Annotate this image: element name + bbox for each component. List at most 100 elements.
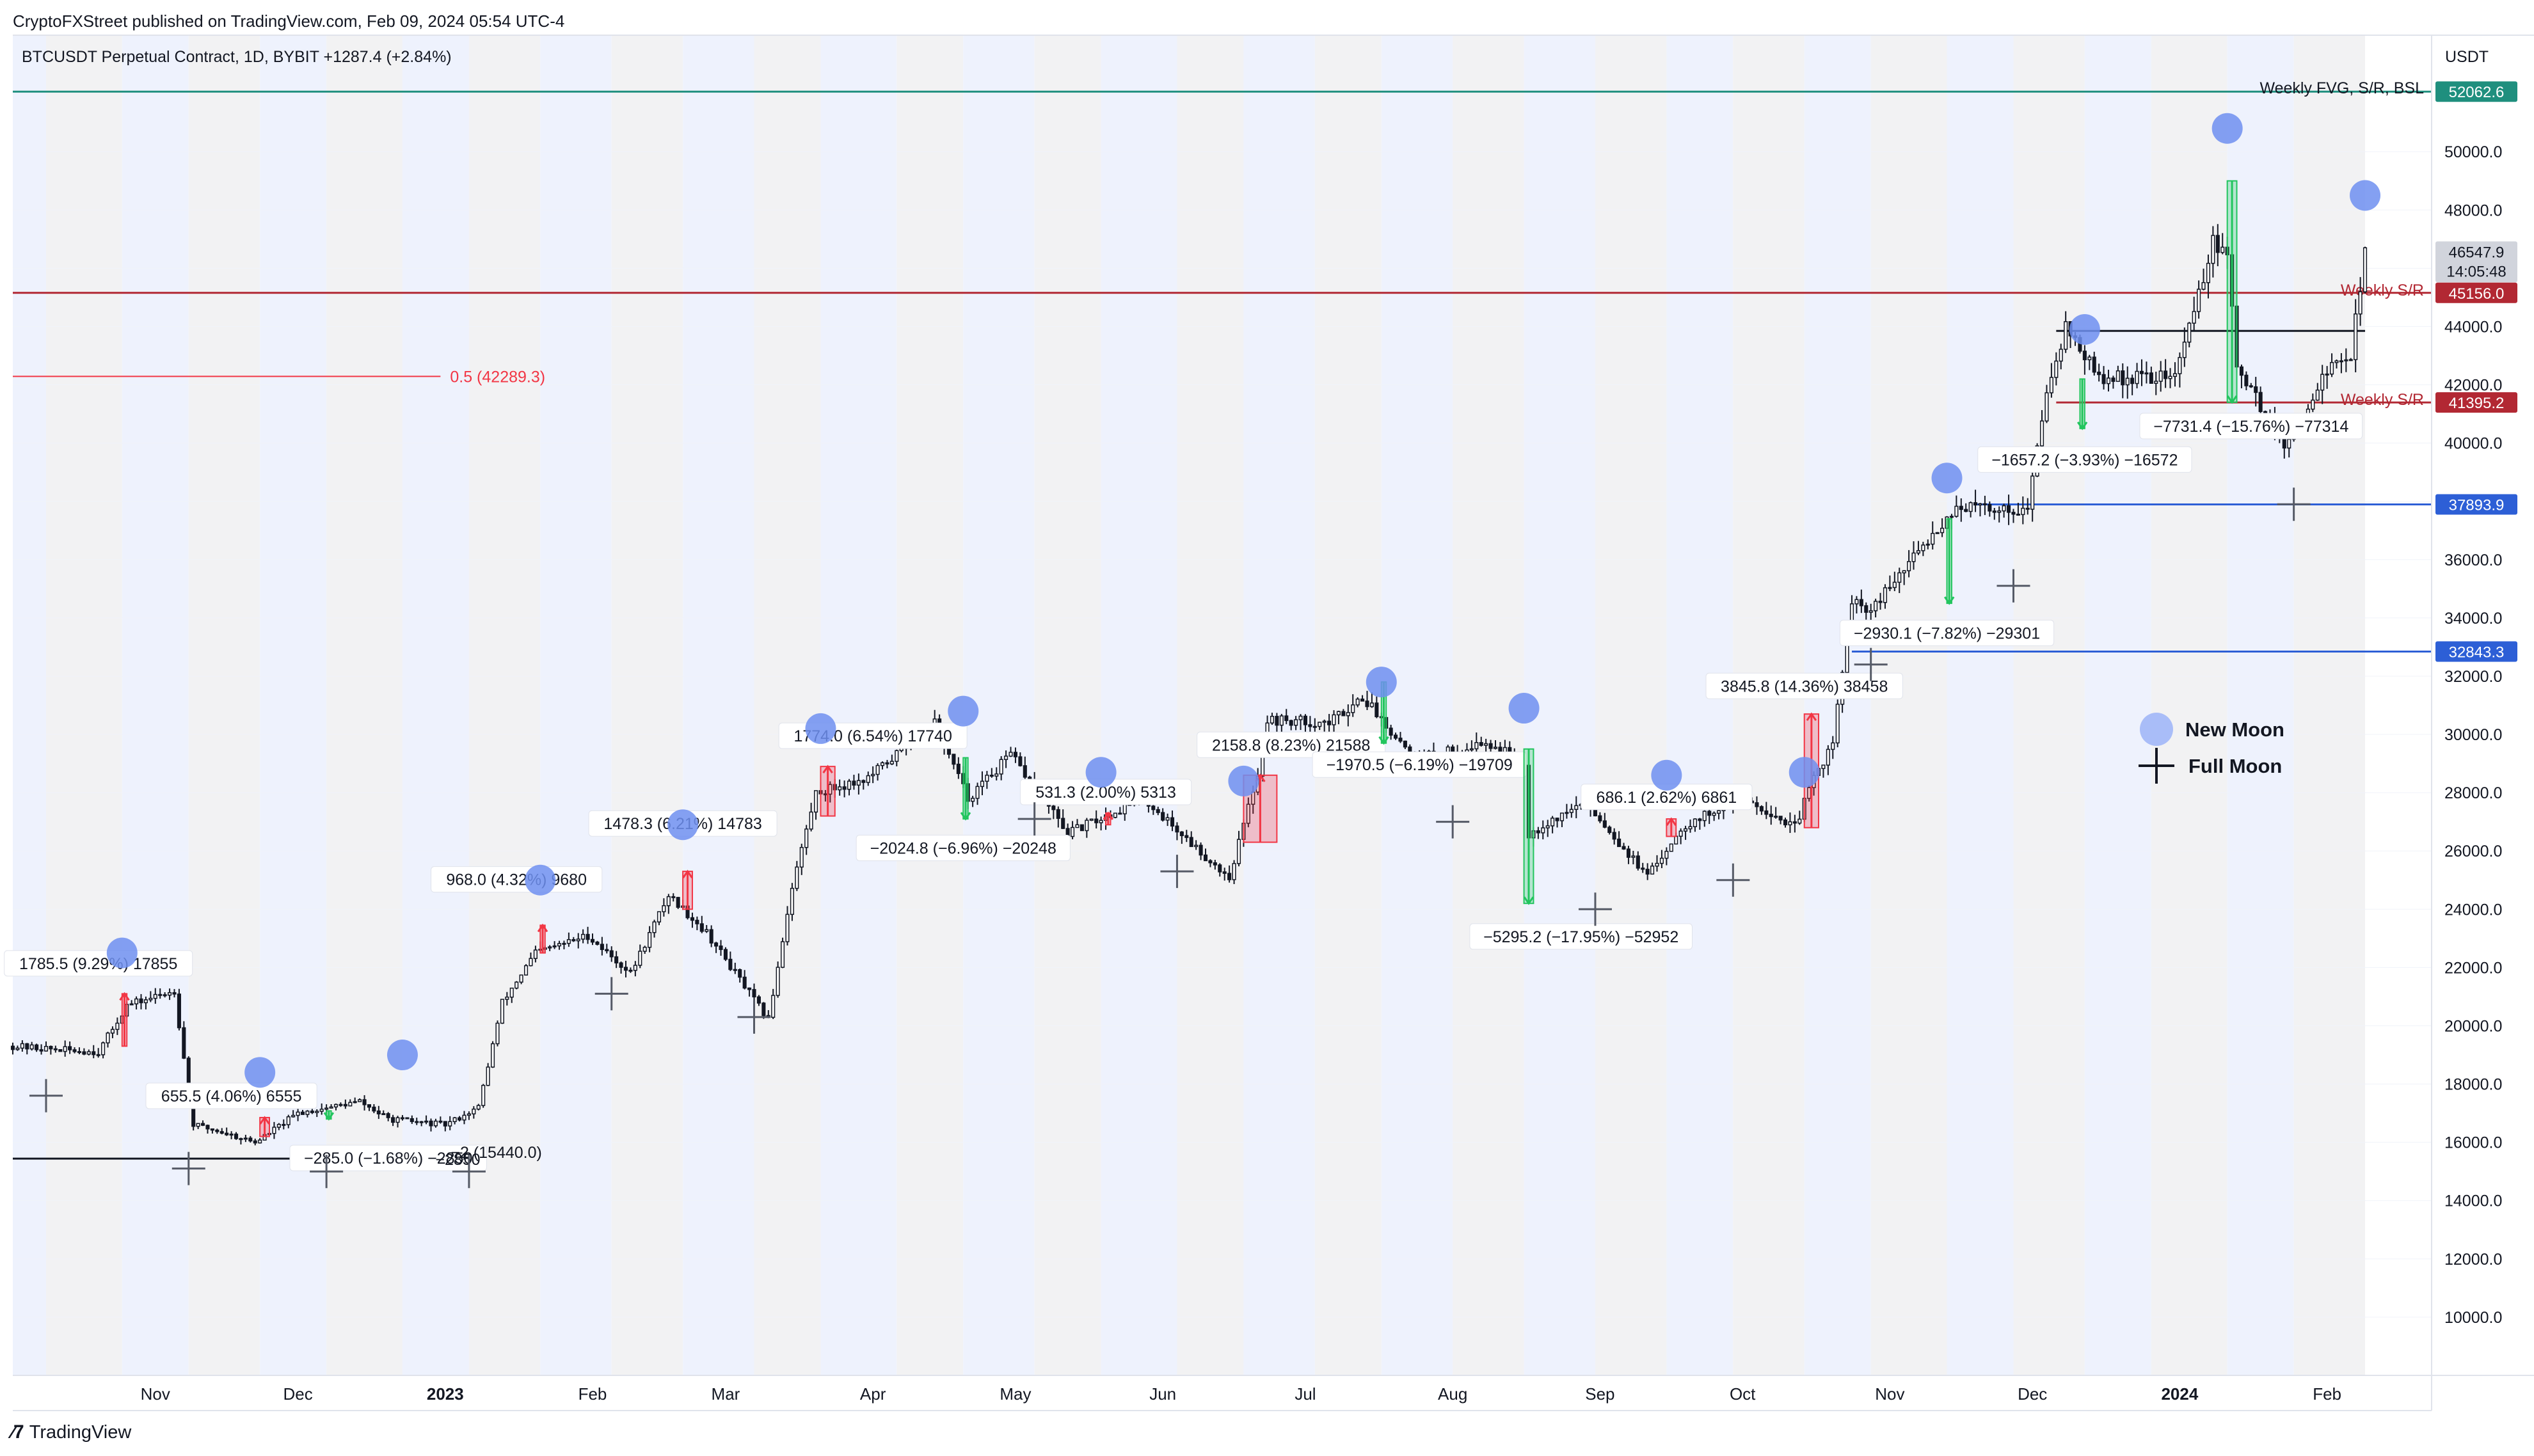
time-axis[interactable]: Nov Dec 2023 Feb Mar Apr May Jun Jul Aug Sep Oct Nov… (141, 1384, 2341, 1404)
candle-body (44, 1045, 49, 1052)
candle-body (809, 811, 813, 830)
candle-body (2116, 370, 2120, 382)
move-arrowhead (1378, 736, 1389, 745)
moon-phase-band (1947, 35, 2014, 1375)
candle-body (219, 1131, 224, 1134)
candle-body (529, 958, 533, 967)
candle-body (324, 1107, 329, 1110)
new-moon-legend-label: New Moon (2185, 718, 2284, 741)
candle-body (243, 1137, 248, 1140)
x-tick-label: Nov (1875, 1384, 1904, 1404)
candle-body (438, 1120, 443, 1123)
candle-body (514, 981, 519, 989)
moon-phase-band (1666, 35, 1733, 1375)
y-tick-label: 10000.0 (2444, 1309, 2502, 1327)
price-axis[interactable]: 10000.0 12000.0 14000.0 16000.0 18000.0 20000… (2444, 143, 2502, 1327)
candle-body (1403, 740, 1407, 748)
candle-body (1541, 827, 1545, 834)
candle-body (1678, 830, 1683, 837)
move-arrowhead (323, 1112, 335, 1121)
annotation-fragment: −2850 (435, 1151, 480, 1169)
candle-body (172, 992, 177, 995)
candle-body (1864, 605, 1869, 613)
new-moon-marker (1931, 463, 1963, 494)
y-tick-label: 32000.0 (2444, 668, 2502, 686)
candle-body (315, 1111, 319, 1113)
candle-body (2258, 392, 2263, 413)
candle-body (2311, 399, 2315, 410)
candle-body (481, 1084, 486, 1106)
moon-phase-band (2293, 35, 2366, 1375)
candle-body (1698, 818, 1702, 821)
candle-body (1631, 855, 1636, 858)
x-tick-label: Dec (2018, 1384, 2047, 1404)
candle-body (2002, 505, 2006, 512)
candle-body (2192, 311, 2196, 324)
candle-body (1303, 715, 1308, 725)
full-moon-marker (452, 1155, 486, 1189)
candle-body (419, 1121, 424, 1123)
candle-body (1826, 748, 1830, 766)
move-label: −7731.4 (−15.76%) −77314 (2153, 418, 2348, 436)
candle-body (1493, 747, 1498, 749)
candle-body (609, 950, 614, 958)
y-tick-label: 28000.0 (2444, 784, 2502, 802)
candle-body (1351, 704, 1355, 713)
candle-body (1883, 587, 1888, 603)
new-moon-marker (1085, 757, 1117, 788)
candle-body (738, 969, 742, 978)
tradingview-logo[interactable]: ⁄7 TradingView (12, 1421, 131, 1443)
candle-body (1831, 742, 1835, 750)
new-moon-marker (2350, 180, 2381, 211)
candle-body (989, 775, 994, 777)
candle-body (1712, 812, 1716, 816)
y-tick-label: 18000.0 (2444, 1076, 2502, 1094)
y-tick-label: 50000.0 (2444, 143, 2502, 161)
candle-body (49, 1045, 53, 1050)
candle-body (1888, 587, 1892, 589)
publisher-line: CryptoFXStreet published on TradingView.… (13, 12, 565, 31)
candle-body (472, 1108, 476, 1114)
candle-body (424, 1120, 429, 1123)
candle-body (29, 1044, 34, 1050)
annotation-fragment: −2 (15440.0) (450, 1144, 541, 1162)
candle-body (1707, 811, 1712, 816)
candle-body (871, 773, 875, 777)
move-label-box (1705, 672, 1903, 699)
candle-body (1051, 805, 1056, 811)
candle-body (72, 1049, 77, 1052)
candle-body (1921, 544, 1925, 551)
candle-body (1902, 570, 1906, 574)
full-moon-marker (1436, 805, 1470, 839)
candle-body (63, 1046, 67, 1052)
candle-body (86, 1051, 91, 1055)
candle-body (1992, 510, 1996, 513)
candle-body (405, 1117, 410, 1120)
candle-body (552, 945, 557, 947)
candle-body (1854, 599, 1859, 605)
moon-phase-band (820, 35, 897, 1375)
candle-body (1075, 824, 1080, 828)
candle-body (110, 1029, 115, 1034)
candle-body (975, 786, 980, 799)
x-tick-label: Mar (712, 1384, 740, 1404)
candle-body (1949, 516, 1954, 518)
full-moon-legend-label: Full Moon (2188, 755, 2282, 777)
candle-body (638, 951, 642, 966)
price-axis-panel[interactable] (2432, 35, 2534, 1375)
candle-body (2101, 374, 2106, 384)
candle-body (747, 987, 752, 990)
candle-body (2049, 377, 2053, 393)
candle-body (381, 1113, 386, 1116)
x-tick-label: Jun (1149, 1384, 1176, 1404)
candle-body (1688, 826, 1693, 830)
price-level-label: Weekly S/R (2341, 281, 2424, 299)
candle-body (690, 917, 695, 921)
candle-body (2244, 374, 2249, 386)
candle-body (239, 1138, 243, 1141)
move-arrowhead (2076, 421, 2088, 431)
candle-body (2135, 370, 2139, 384)
candle-body (1199, 844, 1203, 856)
y-tick-label: 34000.0 (2444, 610, 2502, 628)
moon-phase-band (1177, 35, 1244, 1375)
